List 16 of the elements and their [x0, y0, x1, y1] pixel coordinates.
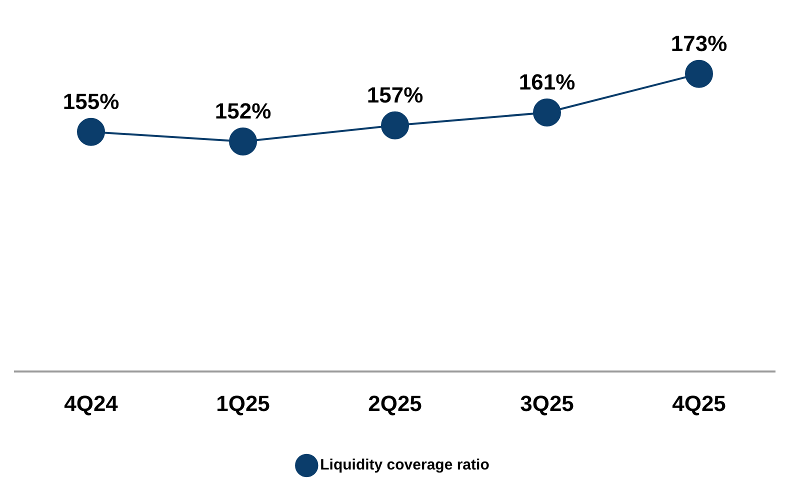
data-label: 152% — [214, 98, 272, 124]
data-label: 173% — [670, 30, 728, 56]
point — [229, 128, 257, 156]
x-tick-label: 1Q25 — [216, 390, 270, 416]
legend-label: Liquidity coverage ratio — [320, 456, 490, 474]
x-tick-label: 4Q24 — [64, 390, 119, 416]
point — [381, 111, 409, 140]
point — [77, 118, 105, 146]
data-label: 155% — [62, 88, 120, 114]
x-tick-label: 3Q25 — [520, 390, 574, 416]
x-tick-label: 4Q25 — [672, 390, 726, 416]
x-tick-label: 2Q25 — [368, 390, 422, 416]
point — [533, 98, 561, 127]
data-label: 157% — [366, 82, 424, 108]
data-label: 161% — [518, 70, 576, 95]
point — [685, 60, 713, 88]
